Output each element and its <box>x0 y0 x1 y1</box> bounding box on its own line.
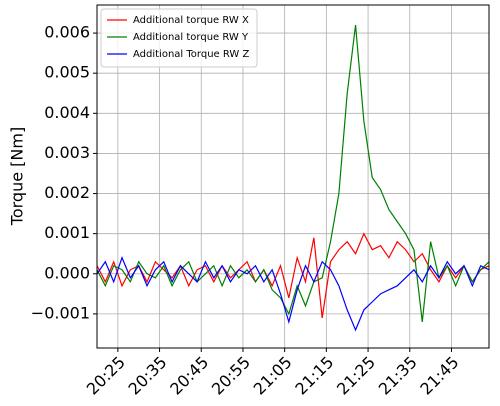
legend-box <box>100 8 258 68</box>
x-tick-label: 21:45 <box>416 353 462 399</box>
x-tick-label: 21:25 <box>333 353 379 399</box>
x-tick-label: 21:05 <box>250 353 296 399</box>
legend-label: Additional Torque RW Z <box>133 49 249 60</box>
y-tick-label: 0.005 <box>44 63 90 82</box>
y-tick-label: −0.001 <box>31 303 90 322</box>
y-tick-label: 0.001 <box>44 223 90 242</box>
plot-frame <box>96 4 490 349</box>
x-tick-label: 20:25 <box>83 353 129 399</box>
y-tick-label: 0.003 <box>44 143 90 162</box>
x-tick-label: 21:35 <box>375 353 421 399</box>
series-line <box>97 24 489 322</box>
x-tick-label: 20:35 <box>125 353 171 399</box>
y-tick-label: 0.002 <box>44 183 90 202</box>
y-tick-label: 0.006 <box>44 23 90 42</box>
x-tick-label: 20:45 <box>166 353 212 399</box>
x-tick-label: 21:15 <box>291 353 337 399</box>
y-tick-label: 0.004 <box>44 103 90 122</box>
y-axis-label: Torque [Nm] <box>8 127 27 226</box>
x-tick-label: 20:55 <box>208 353 254 399</box>
legend-label: Additional torque RW X <box>133 15 249 26</box>
series-line <box>97 256 489 332</box>
legend-label: Additional torque RW Y <box>133 32 249 43</box>
y-tick-label: 0.000 <box>44 263 90 282</box>
